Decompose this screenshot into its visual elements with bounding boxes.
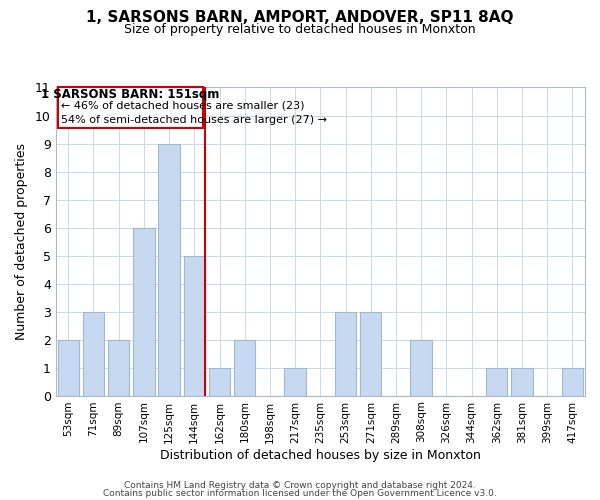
Text: 1, SARSONS BARN, AMPORT, ANDOVER, SP11 8AQ: 1, SARSONS BARN, AMPORT, ANDOVER, SP11 8… (86, 10, 514, 25)
Bar (410, 340, 432, 396)
Bar (360, 312, 382, 396)
Text: Contains public sector information licensed under the Open Government Licence v3: Contains public sector information licen… (103, 489, 497, 498)
Bar (184, 256, 205, 396)
Text: Size of property relative to detached houses in Monxton: Size of property relative to detached ho… (124, 22, 476, 36)
Bar (562, 368, 583, 396)
Bar (486, 368, 508, 396)
Bar (158, 144, 180, 396)
Bar (133, 228, 155, 396)
FancyBboxPatch shape (58, 88, 203, 128)
Text: ← 46% of detached houses are smaller (23): ← 46% of detached houses are smaller (23… (61, 100, 305, 110)
Bar (83, 312, 104, 396)
Bar (209, 368, 230, 396)
Bar (108, 340, 130, 396)
Bar (335, 312, 356, 396)
Text: 1 SARSONS BARN: 151sqm: 1 SARSONS BARN: 151sqm (41, 88, 220, 101)
Text: 54% of semi-detached houses are larger (27) →: 54% of semi-detached houses are larger (… (61, 114, 328, 124)
Bar (58, 340, 79, 396)
Y-axis label: Number of detached properties: Number of detached properties (15, 143, 28, 340)
Bar (284, 368, 306, 396)
Bar (234, 340, 256, 396)
X-axis label: Distribution of detached houses by size in Monxton: Distribution of detached houses by size … (160, 450, 481, 462)
Text: Contains HM Land Registry data © Crown copyright and database right 2024.: Contains HM Land Registry data © Crown c… (124, 480, 476, 490)
Bar (511, 368, 533, 396)
